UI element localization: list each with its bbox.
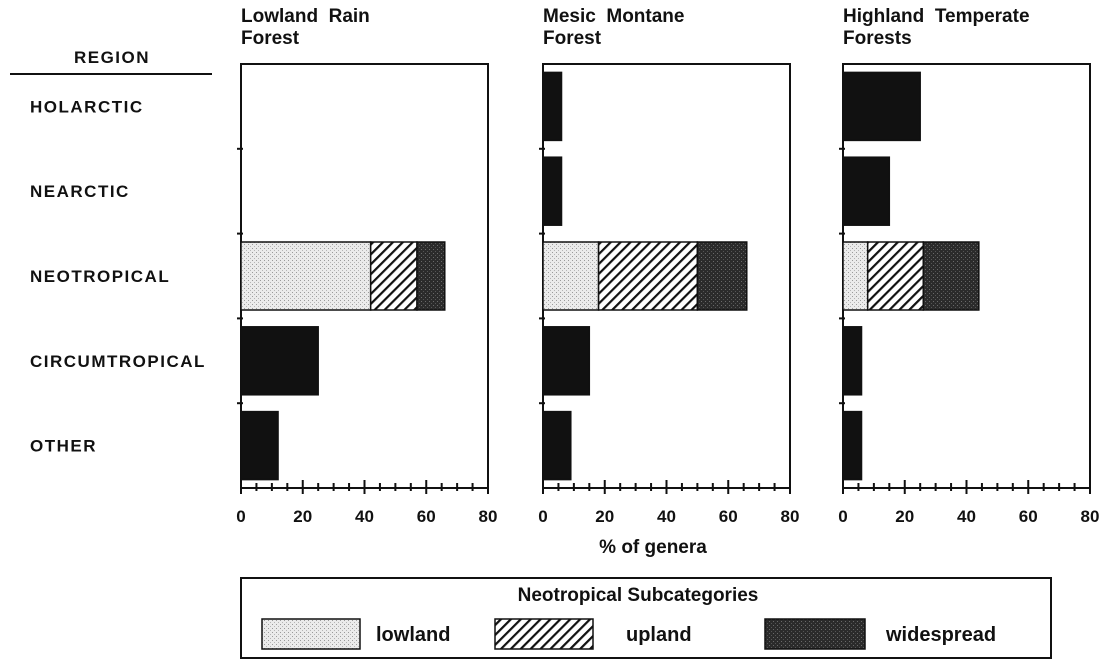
x-tick-label: 80 <box>479 507 498 526</box>
bar-other <box>842 410 863 481</box>
bar-other <box>542 410 572 481</box>
legend-label-lowland: lowland <box>376 624 450 646</box>
bar-nearctic <box>842 156 891 226</box>
row-label-circumtropical: CIRCUMTROPICAL <box>30 352 206 371</box>
x-tick-label: 80 <box>781 507 800 526</box>
legend-label-upland: upland <box>626 624 692 646</box>
bar-holarctic <box>542 71 563 142</box>
legend: Neotropical Subcategories lowland upland w… <box>240 577 1052 659</box>
panel-title-line: Forest <box>543 28 602 49</box>
bar-circumtropical <box>240 326 319 396</box>
bar-neotropical-widespread <box>696 241 748 311</box>
bar-neotropical-lowland <box>842 241 869 311</box>
region-header: REGION <box>74 48 150 67</box>
x-tick-label: 60 <box>1019 507 1038 526</box>
panel-title-line: Forests <box>843 28 912 49</box>
bar-neotropical-upland <box>369 241 418 311</box>
row-labels: HOLARCTIC NEARCTIC NEOTROPICAL CIRCUMTROPIC… <box>30 97 206 456</box>
panel-title-line: Forest <box>241 28 300 49</box>
bar-nearctic <box>542 156 563 226</box>
x-tick-label: 80 <box>1081 507 1100 526</box>
x-tick-label: 40 <box>355 507 374 526</box>
bar-circumtropical <box>842 326 863 396</box>
legend-label-widespread: widespread <box>885 624 996 646</box>
x-tick-label: 60 <box>719 507 738 526</box>
bar-circumtropical <box>542 326 591 396</box>
row-label-holarctic: HOLARCTIC <box>30 97 144 116</box>
bar-holarctic <box>842 71 921 142</box>
bar-neotropical-widespread <box>416 241 446 311</box>
panel-title-line: Highland Temperate <box>843 6 1030 27</box>
legend-swatch-upland <box>494 618 594 650</box>
bar-neotropical-lowland <box>240 241 372 311</box>
row-label-nearctic: NEARCTIC <box>30 182 130 201</box>
legend-swatch-widespread <box>764 618 866 650</box>
x-tick-label: 0 <box>538 507 547 526</box>
bar-other <box>240 410 279 481</box>
bar-neotropical-upland <box>597 241 699 311</box>
legend-swatch-lowland <box>261 618 361 650</box>
x-tick-label: 20 <box>895 507 914 526</box>
x-tick-label: 40 <box>657 507 676 526</box>
row-label-other: OTHER <box>30 437 97 456</box>
bar-neotropical-upland <box>866 241 925 311</box>
x-tick-label: 20 <box>293 507 312 526</box>
bar-neotropical-widespread <box>922 241 980 311</box>
panel-title-line: Lowland Rain <box>241 6 370 27</box>
legend-box <box>240 577 1052 659</box>
x-tick-label: 20 <box>595 507 614 526</box>
x-axis-label: % of genera <box>599 537 707 558</box>
bar-neotropical-lowland <box>542 241 600 311</box>
panel-title-line: Mesic Montane <box>543 6 684 27</box>
x-tick-label: 0 <box>236 507 245 526</box>
x-tick-label: 60 <box>417 507 436 526</box>
row-label-neotropical: NEOTROPICAL <box>30 267 170 286</box>
x-tick-label: 0 <box>838 507 847 526</box>
legend-title: Neotropical Subcategories <box>518 585 759 606</box>
x-tick-label: 40 <box>957 507 976 526</box>
